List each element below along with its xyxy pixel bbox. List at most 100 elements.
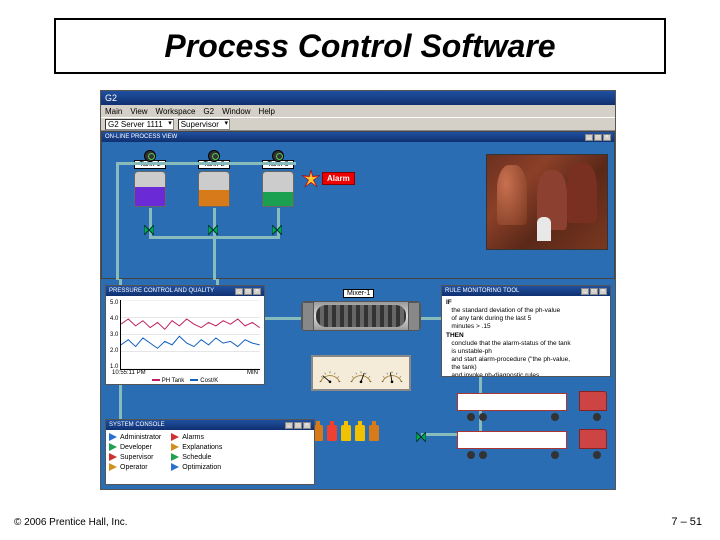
console-item[interactable]: Administrator	[109, 433, 161, 441]
minimize-icon[interactable]: _	[581, 288, 589, 295]
chart-window: PRESSURE CONTROL AND QUALITY _□× 5.0 4.0…	[105, 285, 265, 385]
copyright: © 2006 Prentice Hall, Inc.	[14, 517, 128, 528]
truck-cab	[579, 429, 607, 449]
rule-title: RULE MONITORING TOOL	[445, 288, 519, 294]
window-buttons: _ □ ×	[585, 134, 611, 141]
app-menubar: Main View Workspace G2 Window Help	[101, 105, 615, 117]
mixer-cap	[408, 302, 420, 331]
rule-titlebar: RULE MONITORING TOOL _□×	[442, 286, 610, 296]
console-item[interactable]: Developer	[109, 443, 161, 451]
gauge-panel	[311, 355, 411, 391]
agitator-icon	[272, 150, 284, 162]
chart-area	[120, 300, 260, 370]
bottle	[341, 419, 351, 441]
wheel-icon	[467, 413, 475, 421]
agitator-icon	[144, 150, 156, 162]
trucks	[457, 389, 607, 465]
mixer-body	[301, 301, 421, 331]
process-view-title: ON-LINE PROCESS VIEW	[105, 134, 177, 140]
legend-item: Cost/K	[190, 378, 218, 384]
maximize-icon[interactable]: □	[594, 134, 602, 141]
console-item[interactable]: Operator	[109, 463, 161, 471]
chart-titlebar: PRESSURE CONTROL AND QUALITY _□×	[106, 286, 264, 296]
close-icon[interactable]: ×	[603, 134, 611, 141]
pipe	[116, 162, 296, 165]
pipe	[213, 236, 216, 280]
gauge[interactable]	[379, 361, 405, 387]
truck-trailer	[457, 431, 567, 449]
mixer-coil-icon	[316, 305, 406, 327]
gauge[interactable]	[317, 361, 343, 387]
maximize-icon[interactable]: □	[244, 288, 252, 295]
ytick: 4.0	[110, 316, 118, 322]
system-console-window: SYSTEM CONSOLE _□× Administrator Develope…	[105, 419, 315, 485]
arrow-icon	[171, 433, 179, 441]
app-title: G2	[105, 93, 117, 103]
valve-icon[interactable]	[208, 222, 218, 232]
legend-item: PH Tank	[152, 378, 185, 384]
truck	[457, 389, 607, 421]
tank-2[interactable]: Tank-2	[198, 160, 230, 207]
valve-icon[interactable]	[144, 222, 154, 232]
process-view-titlebar: ON-LINE PROCESS VIEW _ □ ×	[102, 132, 614, 142]
chart-unit: MIN	[247, 370, 258, 376]
menu-help[interactable]: Help	[259, 107, 275, 116]
page-number: 7 – 51	[671, 516, 702, 528]
maximize-icon[interactable]: □	[590, 288, 598, 295]
menu-view[interactable]: View	[130, 107, 147, 116]
console-item[interactable]: Optimization	[171, 463, 222, 471]
minimize-icon[interactable]: _	[285, 422, 293, 429]
arrow-icon	[109, 463, 117, 471]
minimize-icon[interactable]: _	[585, 134, 593, 141]
arrow-icon	[171, 463, 179, 471]
menu-workspace[interactable]: Workspace	[156, 107, 196, 116]
gauge[interactable]	[348, 361, 374, 387]
bottle	[355, 419, 365, 441]
console-titlebar: SYSTEM CONSOLE _□×	[106, 420, 314, 430]
console-item[interactable]: Alarms	[171, 433, 222, 441]
minimize-icon[interactable]: _	[235, 288, 243, 295]
close-icon[interactable]: ×	[599, 288, 607, 295]
menu-window[interactable]: Window	[222, 107, 250, 116]
tank-3[interactable]: Tank-3	[262, 160, 294, 207]
alarm-badge[interactable]: Alarm	[322, 172, 355, 185]
ytick: 2.0	[110, 348, 118, 354]
truck-trailer	[457, 393, 567, 411]
truck	[457, 427, 607, 459]
app-toolbar: G2 Server 1111 Supervisor	[101, 117, 615, 131]
arrow-icon	[109, 433, 117, 441]
rule-body: IF the standard deviation of the ph-valu…	[442, 296, 610, 376]
maximize-icon[interactable]: □	[294, 422, 302, 429]
tank-1[interactable]: Tank-1	[134, 160, 166, 207]
wheel-icon	[551, 413, 559, 421]
plant-photo	[486, 154, 608, 250]
truck-cab	[579, 391, 607, 411]
pipe	[116, 162, 119, 280]
arrow-icon	[109, 453, 117, 461]
toolbar-role-dropdown[interactable]: Supervisor	[178, 119, 230, 130]
chart-body: 5.0 4.0 3.0 2.0 1.0 10:55:11 PM MIN PH T	[106, 296, 264, 384]
console-col-roles: Administrator Developer Supervisor Operator	[109, 433, 161, 481]
arrow-icon	[109, 443, 117, 451]
chart-title: PRESSURE CONTROL AND QUALITY	[109, 288, 214, 294]
console-item[interactable]: Supervisor	[109, 453, 161, 461]
close-icon[interactable]: ×	[303, 422, 311, 429]
mixer[interactable]: Mixer-1	[301, 301, 421, 341]
valve-icon[interactable]	[416, 429, 426, 439]
close-icon[interactable]: ×	[253, 288, 261, 295]
menu-main[interactable]: Main	[105, 107, 122, 116]
menu-g2[interactable]: G2	[203, 107, 214, 116]
valve-icon[interactable]	[272, 222, 282, 232]
slide-title-box: Process Control Software	[54, 18, 666, 74]
wheel-icon	[551, 451, 559, 459]
mixer-label: Mixer-1	[343, 289, 374, 298]
console-item[interactable]: Explanations	[171, 443, 222, 451]
app-canvas: ON-LINE PROCESS VIEW _ □ × Tank-1 Tank-2	[101, 131, 615, 489]
ytick: 3.0	[110, 332, 118, 338]
toolbar-server-dropdown[interactable]: G2 Server 1111	[105, 119, 174, 130]
wheel-icon	[467, 451, 475, 459]
alarm-burst-icon	[302, 170, 320, 188]
app-titlebar: G2	[101, 91, 615, 105]
process-body: Tank-1 Tank-2 Tank-3 Al	[102, 142, 614, 278]
console-item[interactable]: Schedule	[171, 453, 222, 461]
